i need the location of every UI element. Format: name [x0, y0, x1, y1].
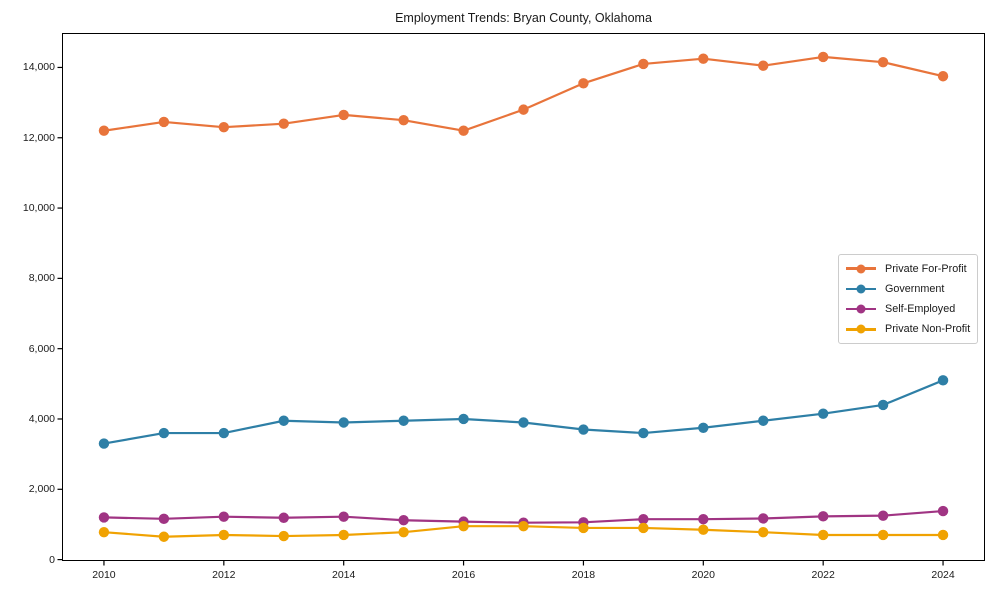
y-tick-label: 0: [49, 553, 55, 566]
x-tick-label: 2020: [691, 569, 715, 581]
x-tick-label: 2024: [931, 569, 955, 581]
y-tick-label: 8,000: [28, 272, 55, 285]
x-tick-label: 2018: [571, 569, 596, 581]
legend-marker-icon: [856, 264, 866, 274]
legend-marker-icon: [856, 304, 866, 314]
y-tick-label: 6,000: [28, 342, 55, 355]
legend-label: Private Non-Profit: [885, 323, 971, 336]
legend-line-sample: [846, 264, 876, 274]
legend-label: Government: [885, 282, 945, 295]
legend-item-private-non-profit: Private Non-Profit: [843, 321, 973, 338]
legend-label: Private For-Profit: [885, 262, 967, 275]
legend-label: Self-Employed: [885, 303, 956, 316]
legend-item-government: Government: [843, 280, 973, 297]
y-tick-label: 10,000: [22, 202, 55, 215]
legend-item-private-for-profit: Private For-Profit: [843, 260, 973, 277]
y-tick-label: 14,000: [22, 61, 55, 74]
legend-line-sample: [846, 304, 876, 314]
legend-line-sample: [846, 324, 876, 334]
x-tick-label: 2012: [212, 569, 236, 581]
y-tick-label: 2,000: [28, 483, 55, 496]
chart-title: Employment Trends: Bryan County, Oklahom…: [395, 11, 652, 25]
y-tick-label: 12,000: [22, 131, 55, 144]
x-tick-label: 2016: [451, 569, 476, 581]
legend-marker-icon: [856, 284, 866, 294]
x-tick-label: 2010: [92, 569, 116, 581]
legend-item-self-employed: Self-Employed: [843, 301, 973, 318]
x-tick-label: 2022: [811, 569, 835, 581]
legend-marker-icon: [856, 324, 866, 334]
x-tick-label: 2014: [332, 569, 356, 581]
y-tick-label: 4,000: [28, 412, 55, 425]
legend-line-sample: [846, 284, 876, 294]
legend: Private For-Profit Government Self-Employe…: [838, 254, 978, 344]
